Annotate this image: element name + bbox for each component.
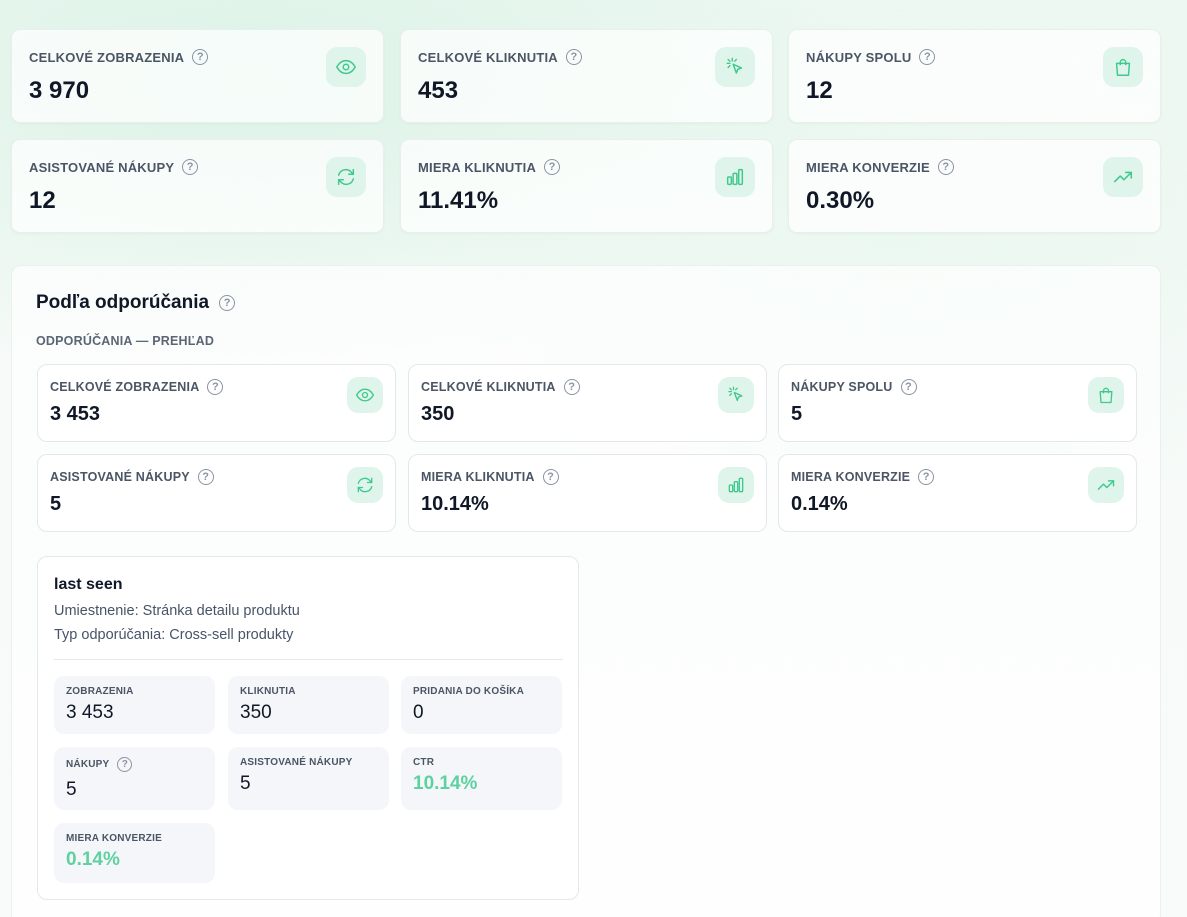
bar-chart-icon bbox=[718, 467, 754, 503]
kpi-card-assisted-purchases: ASISTOVANÉ NÁKUPY? 12 bbox=[11, 139, 384, 233]
help-icon[interactable]: ? bbox=[900, 379, 917, 395]
stat-ctr: CTR 10.14% bbox=[401, 747, 562, 810]
help-icon[interactable]: ? bbox=[919, 49, 936, 65]
section-kpi-conversion-rate: MIERA KONVERZIE? 0.14% bbox=[778, 454, 1137, 532]
stat-value: 0 bbox=[413, 702, 424, 723]
help-icon[interactable]: ? bbox=[918, 469, 935, 485]
kpi-label: MIERA KONVERZIE bbox=[791, 470, 911, 484]
refresh-icon bbox=[347, 467, 383, 503]
kpi-value: 453 bbox=[418, 77, 459, 104]
stat-value: 5 bbox=[66, 779, 77, 800]
stat-value: 0.14% bbox=[66, 849, 120, 870]
stat-assisted-purchases: ASISTOVANÉ NÁKUPY 5 bbox=[228, 747, 389, 810]
kpi-label: CELKOVÉ KLIKNUTIA bbox=[418, 49, 558, 65]
section-kpi-total-clicks: CELKOVÉ KLIKNUTIA? 350 bbox=[408, 364, 767, 442]
stat-label: NÁKUPY bbox=[66, 759, 110, 770]
stat-label: KLIKNUTIA bbox=[240, 686, 296, 697]
help-icon[interactable]: ? bbox=[207, 379, 224, 395]
help-icon[interactable]: ? bbox=[544, 159, 561, 175]
recommendation-section: Podľa odporúčania ? ODPORÚČANIA — PREHĽA… bbox=[11, 265, 1161, 917]
kpi-label: CELKOVÉ ZOBRAZENIA bbox=[50, 380, 200, 394]
help-icon[interactable]: ? bbox=[192, 49, 209, 65]
section-kpi-total-impressions: CELKOVÉ ZOBRAZENIA? 3 453 bbox=[37, 364, 396, 442]
recommendation-detail-card: last seen Umiestnenie: Stránka detailu p… bbox=[37, 556, 579, 900]
stat-add-to-cart: PRIDANIA DO KOŠÍKA 0 bbox=[401, 676, 562, 734]
stat-label: MIERA KONVERZIE bbox=[66, 833, 162, 844]
stat-label: PRIDANIA DO KOŠÍKA bbox=[413, 686, 525, 697]
trending-up-icon bbox=[1103, 157, 1143, 197]
trending-up-icon bbox=[1088, 467, 1124, 503]
kpi-label: NÁKUPY SPOLU bbox=[806, 49, 912, 65]
kpi-value: 3 453 bbox=[50, 403, 101, 425]
kpi-label: ASISTOVANÉ NÁKUPY bbox=[29, 159, 175, 175]
refresh-icon bbox=[326, 157, 366, 197]
stat-label: ASISTOVANÉ NÁKUPY bbox=[240, 757, 353, 768]
stat-value: 3 453 bbox=[66, 702, 114, 723]
stat-purchases: NÁKUPY? 5 bbox=[54, 747, 215, 810]
eye-icon bbox=[347, 377, 383, 413]
help-icon[interactable]: ? bbox=[565, 49, 582, 65]
stat-conversion-rate: MIERA KONVERZIE 0.14% bbox=[54, 823, 215, 883]
kpi-value: 5 bbox=[50, 493, 62, 515]
stat-value: 350 bbox=[240, 702, 272, 723]
help-icon[interactable]: ? bbox=[117, 757, 133, 772]
help-icon[interactable]: ? bbox=[563, 379, 580, 395]
recommendation-name: last seen bbox=[54, 576, 123, 593]
bar-chart-icon bbox=[715, 157, 755, 197]
kpi-value: 12 bbox=[29, 187, 56, 214]
kpi-label: CELKOVÉ ZOBRAZENIA bbox=[29, 49, 185, 65]
help-icon[interactable]: ? bbox=[182, 159, 199, 175]
kpi-label: CELKOVÉ KLIKNUTIA bbox=[421, 380, 556, 394]
eye-icon bbox=[326, 47, 366, 87]
stat-clicks: KLIKNUTIA 350 bbox=[228, 676, 389, 734]
section-kpi-click-rate: MIERA KLIKNUTIA? 10.14% bbox=[408, 454, 767, 532]
cursor-click-icon bbox=[718, 377, 754, 413]
kpi-value: 5 bbox=[791, 403, 803, 425]
section-kpi-total-purchases: NÁKUPY SPOLU? 5 bbox=[778, 364, 1137, 442]
kpi-card-click-rate: MIERA KLIKNUTIA? 11.41% bbox=[400, 139, 773, 233]
cursor-click-icon bbox=[715, 47, 755, 87]
help-icon[interactable]: ? bbox=[542, 469, 559, 485]
help-icon[interactable]: ? bbox=[219, 295, 236, 311]
kpi-value: 3 970 bbox=[29, 77, 90, 104]
kpi-value: 12 bbox=[806, 77, 833, 104]
kpi-value: 10.14% bbox=[421, 493, 489, 515]
stat-value: 5 bbox=[240, 773, 251, 794]
help-icon[interactable]: ? bbox=[937, 159, 954, 175]
kpi-value: 350 bbox=[421, 403, 455, 425]
shopping-bag-icon bbox=[1088, 377, 1124, 413]
kpi-value: 11.41% bbox=[418, 187, 499, 214]
section-title: Podľa odporúčania bbox=[36, 292, 210, 313]
kpi-label: MIERA KONVERZIE bbox=[806, 159, 930, 175]
kpi-label: ASISTOVANÉ NÁKUPY bbox=[50, 470, 190, 484]
kpi-value: 0.14% bbox=[791, 493, 848, 515]
divider bbox=[54, 659, 563, 660]
shopping-bag-icon bbox=[1103, 47, 1143, 87]
kpi-card-total-clicks: CELKOVÉ KLIKNUTIA? 453 bbox=[400, 29, 773, 123]
kpi-card-total-purchases: NÁKUPY SPOLU? 12 bbox=[788, 29, 1161, 123]
section-kpi-assisted-purchases: ASISTOVANÉ NÁKUPY? 5 bbox=[37, 454, 396, 532]
recommendation-type-text: Typ odporúčania: Cross-sell produkty bbox=[54, 627, 294, 643]
placement-text: Umiestnenie: Stránka detailu produktu bbox=[54, 603, 300, 619]
kpi-label: NÁKUPY SPOLU bbox=[791, 380, 893, 394]
kpi-label: MIERA KLIKNUTIA bbox=[418, 159, 537, 175]
stat-label: CTR bbox=[413, 757, 435, 768]
kpi-card-conversion-rate: MIERA KONVERZIE? 0.30% bbox=[788, 139, 1161, 233]
kpi-card-total-impressions: CELKOVÉ ZOBRAZENIA? 3 970 bbox=[11, 29, 384, 123]
help-icon[interactable]: ? bbox=[197, 469, 214, 485]
kpi-value: 0.30% bbox=[806, 187, 875, 214]
stat-value: 10.14% bbox=[413, 773, 478, 794]
stat-label: ZOBRAZENIA bbox=[66, 686, 134, 697]
kpi-label: MIERA KLIKNUTIA bbox=[421, 470, 535, 484]
section-subtitle: ODPORÚČANIA — PREHĽAD bbox=[36, 334, 215, 348]
stat-impressions: ZOBRAZENIA 3 453 bbox=[54, 676, 215, 734]
